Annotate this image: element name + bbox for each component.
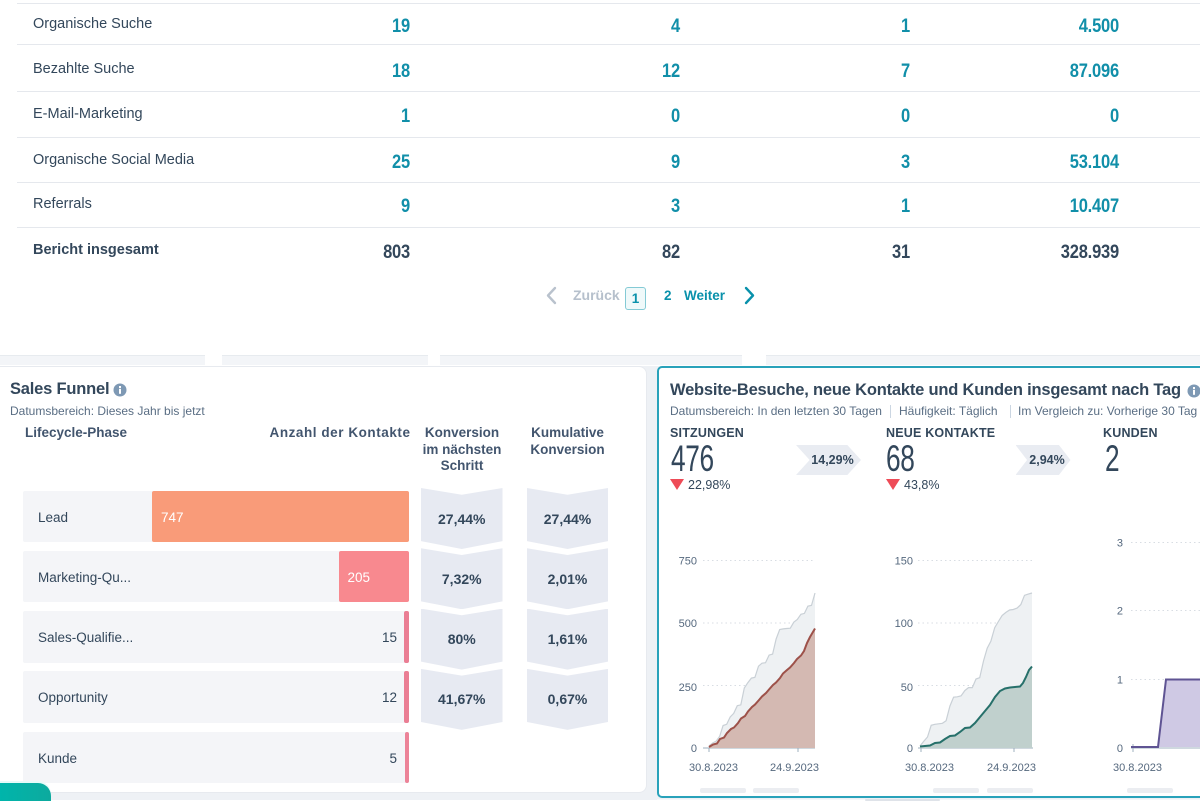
svg-text:30.8.2023: 30.8.2023 xyxy=(905,762,954,774)
svg-text:3: 3 xyxy=(1117,538,1123,550)
svg-text:50: 50 xyxy=(901,682,913,694)
svg-text:24.9.2023: 24.9.2023 xyxy=(770,762,819,774)
svg-text:30.8.2023: 30.8.2023 xyxy=(689,762,738,774)
svg-text:0: 0 xyxy=(1117,743,1123,755)
svg-text:24.9.2023: 24.9.2023 xyxy=(987,762,1036,774)
svg-text:0: 0 xyxy=(691,743,697,755)
svg-text:150: 150 xyxy=(895,556,913,568)
svg-text:100: 100 xyxy=(895,618,913,630)
svg-text:750: 750 xyxy=(679,556,697,568)
svg-text:250: 250 xyxy=(679,682,697,694)
svg-text:1: 1 xyxy=(1117,675,1123,687)
svg-text:2: 2 xyxy=(1117,606,1123,618)
svg-text:0: 0 xyxy=(907,743,913,755)
svg-text:500: 500 xyxy=(679,618,697,630)
svg-text:30.8.2023: 30.8.2023 xyxy=(1113,762,1162,774)
